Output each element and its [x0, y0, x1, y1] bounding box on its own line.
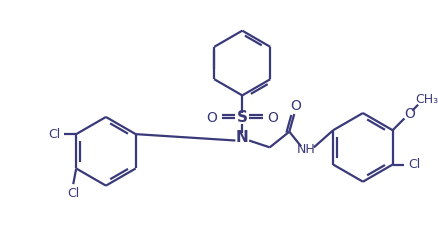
Text: CH₃: CH₃ — [415, 93, 438, 106]
Text: O: O — [404, 106, 415, 121]
Text: Cl: Cl — [67, 188, 79, 201]
Text: NH: NH — [297, 143, 315, 156]
Text: Cl: Cl — [408, 158, 420, 171]
Text: O: O — [267, 111, 278, 125]
Text: O: O — [290, 99, 300, 113]
Text: S: S — [237, 110, 248, 125]
Text: N: N — [236, 130, 249, 145]
Text: Cl: Cl — [49, 128, 61, 141]
Text: O: O — [206, 111, 217, 125]
